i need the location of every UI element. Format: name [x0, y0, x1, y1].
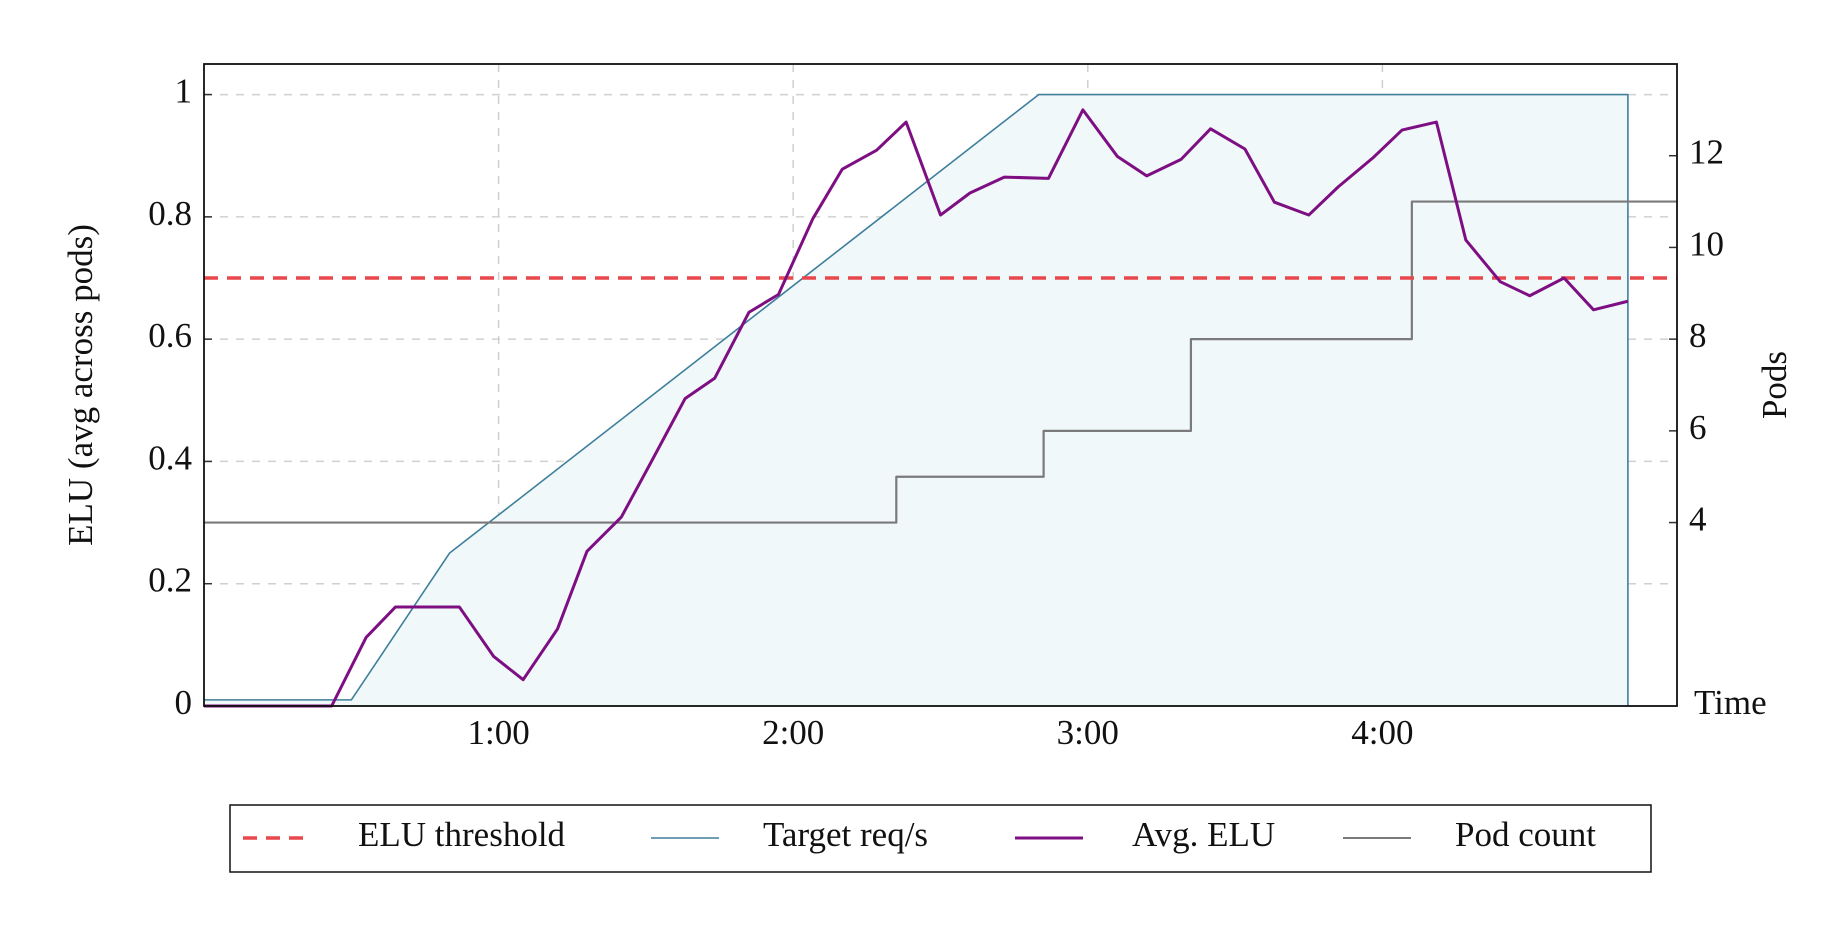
y-tick-label: 0.4	[148, 438, 192, 477]
y-tick-label: 1	[175, 72, 193, 111]
legend-box	[229, 804, 1652, 873]
x-tick-label: 4:00	[1351, 713, 1413, 752]
y2-tick-label: 8	[1689, 316, 1707, 355]
x-tick-label: 1:00	[467, 713, 529, 752]
y-tick-label: 0.6	[148, 316, 192, 355]
y2-tick-label: 6	[1689, 408, 1707, 447]
y2-tick-label: 10	[1689, 224, 1724, 263]
series-line	[204, 200, 1677, 524]
x-axis-label: Time	[1694, 683, 1767, 722]
legend-label: Avg. ELU	[1132, 815, 1275, 854]
series-line	[204, 108, 1629, 708]
series-area	[204, 94, 1628, 707]
plot-frame	[203, 63, 1678, 707]
legend-label: Target req/s	[763, 815, 928, 854]
y-tick-label: 0	[175, 683, 193, 722]
y-tick-label: 0.2	[148, 561, 192, 600]
legend-label: ELU threshold	[358, 815, 566, 854]
y2-tick-label: 4	[1689, 500, 1707, 539]
y2-tick-label: 12	[1689, 133, 1724, 172]
x-tick-label: 2:00	[762, 713, 824, 752]
x-tick-label: 3:00	[1057, 713, 1119, 752]
y-axis-label: ELU (avg across pods)	[61, 224, 100, 546]
y2-axis-label: Pods	[1755, 351, 1794, 419]
y-tick-label: 0.8	[148, 194, 192, 233]
legend-label: Pod count	[1455, 815, 1596, 854]
